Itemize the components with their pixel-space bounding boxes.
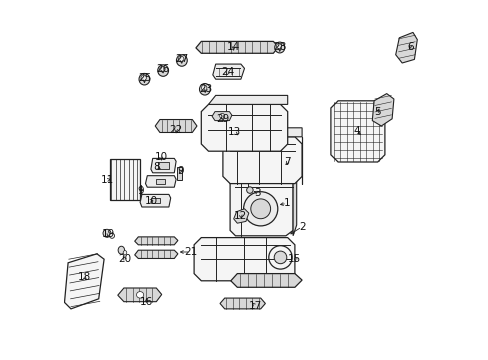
Ellipse shape	[109, 233, 114, 238]
Text: 28: 28	[273, 42, 286, 52]
Ellipse shape	[199, 84, 210, 95]
Polygon shape	[134, 237, 178, 245]
Text: 18: 18	[78, 272, 91, 282]
Ellipse shape	[103, 229, 111, 237]
Ellipse shape	[274, 42, 284, 53]
Text: 2: 2	[298, 222, 305, 232]
Polygon shape	[212, 64, 244, 79]
Text: 23: 23	[199, 84, 212, 94]
Polygon shape	[230, 128, 302, 137]
Text: 16: 16	[140, 297, 153, 307]
Polygon shape	[395, 32, 416, 63]
Ellipse shape	[274, 251, 286, 264]
Polygon shape	[134, 250, 178, 258]
Polygon shape	[201, 104, 287, 151]
Text: 19: 19	[102, 229, 115, 239]
Bar	[135, 185, 141, 196]
Ellipse shape	[243, 192, 277, 226]
Polygon shape	[233, 209, 248, 223]
Polygon shape	[371, 94, 393, 126]
Text: 26: 26	[156, 64, 169, 75]
Text: 21: 21	[183, 247, 197, 257]
Bar	[156, 179, 165, 184]
Ellipse shape	[250, 199, 270, 219]
Text: 3: 3	[253, 188, 260, 198]
Text: 12: 12	[234, 211, 247, 221]
Ellipse shape	[118, 246, 124, 254]
Polygon shape	[151, 158, 176, 173]
Ellipse shape	[158, 65, 168, 76]
Ellipse shape	[139, 73, 149, 85]
Ellipse shape	[178, 56, 183, 62]
Polygon shape	[235, 164, 296, 173]
Polygon shape	[292, 164, 296, 236]
Ellipse shape	[136, 292, 143, 298]
Text: 29: 29	[216, 114, 229, 124]
Polygon shape	[140, 194, 170, 207]
Bar	[110, 158, 140, 200]
Polygon shape	[196, 41, 278, 53]
Text: 22: 22	[169, 125, 183, 135]
Ellipse shape	[201, 85, 206, 91]
Ellipse shape	[246, 187, 253, 193]
Polygon shape	[223, 137, 302, 184]
Bar	[150, 198, 160, 203]
Polygon shape	[64, 254, 104, 309]
Ellipse shape	[276, 43, 281, 49]
Polygon shape	[145, 176, 176, 187]
Text: 4: 4	[353, 126, 359, 136]
Polygon shape	[118, 288, 162, 302]
Polygon shape	[212, 112, 231, 121]
Bar	[177, 167, 182, 180]
Text: 9: 9	[177, 166, 183, 176]
Ellipse shape	[176, 55, 187, 66]
Text: 15: 15	[288, 254, 301, 264]
Text: 1: 1	[283, 198, 290, 208]
Text: 10: 10	[154, 152, 167, 162]
Text: 17: 17	[248, 301, 262, 311]
Bar	[158, 162, 168, 169]
Polygon shape	[208, 95, 287, 104]
Text: 6: 6	[406, 42, 412, 52]
Polygon shape	[220, 298, 265, 309]
Text: 11: 11	[100, 175, 113, 185]
Text: 24: 24	[221, 67, 234, 77]
Text: 9: 9	[138, 186, 144, 196]
Text: 5: 5	[374, 107, 380, 117]
Text: 14: 14	[226, 42, 240, 52]
Ellipse shape	[219, 113, 224, 118]
Text: 20: 20	[118, 254, 131, 264]
Text: 8: 8	[153, 162, 160, 172]
Ellipse shape	[160, 66, 165, 72]
Polygon shape	[230, 173, 292, 236]
Polygon shape	[194, 238, 294, 281]
Text: 13: 13	[227, 127, 241, 138]
Text: 7: 7	[284, 157, 290, 167]
Ellipse shape	[141, 75, 146, 81]
Ellipse shape	[123, 251, 126, 255]
Text: 25: 25	[138, 73, 151, 84]
Text: 10: 10	[145, 196, 158, 206]
Polygon shape	[330, 101, 384, 162]
Polygon shape	[230, 274, 302, 287]
Text: 27: 27	[175, 54, 188, 64]
Polygon shape	[155, 120, 197, 132]
